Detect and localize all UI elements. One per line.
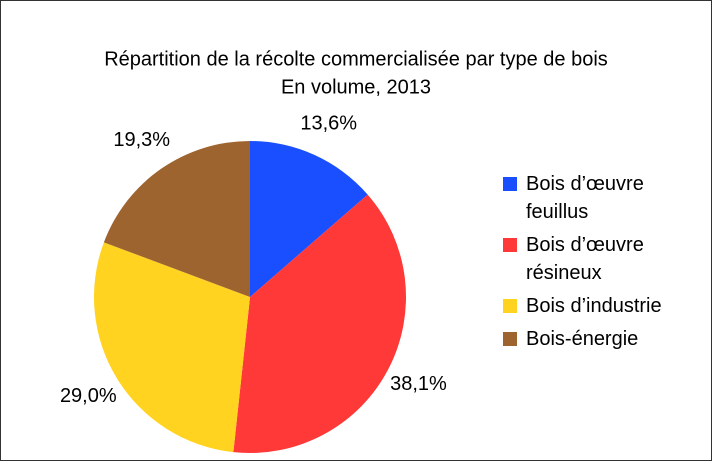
pie-slice <box>250 141 368 297</box>
pie-slice <box>93 242 250 453</box>
chart-title: Répartition de la récolte commercialisée… <box>104 48 608 70</box>
legend-item: Bois d’œuvre feuillus <box>500 170 705 226</box>
pie-slice <box>103 141 250 297</box>
legend-label: Bois-énergie <box>526 328 639 350</box>
legend-item: Bois d’industrie <box>500 292 705 320</box>
legend: Bois d’œuvre feuillus Bois d’œuvre résine… <box>500 170 705 358</box>
pie-slice <box>233 194 407 454</box>
chart-subtitle: En volume, 2013 <box>281 76 431 98</box>
legend-item: Bois d’œuvre résineux <box>500 231 705 287</box>
data-label: 19,3% <box>113 129 170 151</box>
legend-swatch <box>503 299 517 313</box>
legend-swatch <box>503 238 517 252</box>
data-label: 29,0% <box>60 385 117 407</box>
data-label: 38,1% <box>390 373 447 395</box>
data-label: 13,6% <box>300 112 357 134</box>
legend-label: Bois d’œuvre résineux <box>526 234 644 284</box>
legend-swatch <box>503 177 517 191</box>
legend-swatch <box>503 332 517 346</box>
legend-item: Bois-énergie <box>500 325 705 353</box>
legend-label: Bois d’œuvre feuillus <box>526 173 644 223</box>
legend-label: Bois d’industrie <box>526 295 662 317</box>
